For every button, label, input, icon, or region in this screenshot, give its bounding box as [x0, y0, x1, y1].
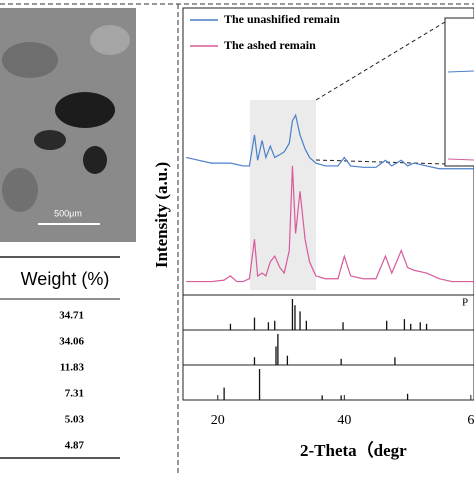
table-cell: 11.83 — [60, 362, 85, 374]
plot-frame — [182, 7, 474, 401]
legend-label: The unashified remain — [224, 12, 340, 26]
zoom-line — [315, 21, 446, 101]
legend-label: The ashed remain — [224, 38, 316, 52]
table-cell: 34.06 — [59, 336, 84, 348]
inset-line — [447, 70, 474, 73]
table-cell: 5.03 — [65, 414, 85, 426]
series-line — [186, 165, 474, 283]
x-tick-label: 20 — [211, 413, 225, 428]
table-cell: 34.71 — [59, 310, 84, 322]
table-cell: 7.31 — [65, 388, 84, 400]
inset — [444, 17, 474, 167]
table-header: Weight (%) — [21, 269, 110, 289]
x-tick-label: 40 — [337, 413, 351, 428]
x-tick-label: 6 — [467, 413, 474, 428]
reference-label: P — [462, 297, 468, 309]
highlight-region — [250, 100, 316, 290]
inset-line — [447, 158, 474, 161]
zoom-line — [315, 159, 446, 165]
table-cell: 4.87 — [65, 440, 85, 452]
sem-image — [0, 8, 136, 242]
series-line — [186, 113, 474, 170]
scale-label: 500μm — [54, 208, 82, 218]
y-label: Intensity (a.u.) — [152, 162, 171, 268]
x-label: 2-Theta（degr — [300, 440, 407, 460]
